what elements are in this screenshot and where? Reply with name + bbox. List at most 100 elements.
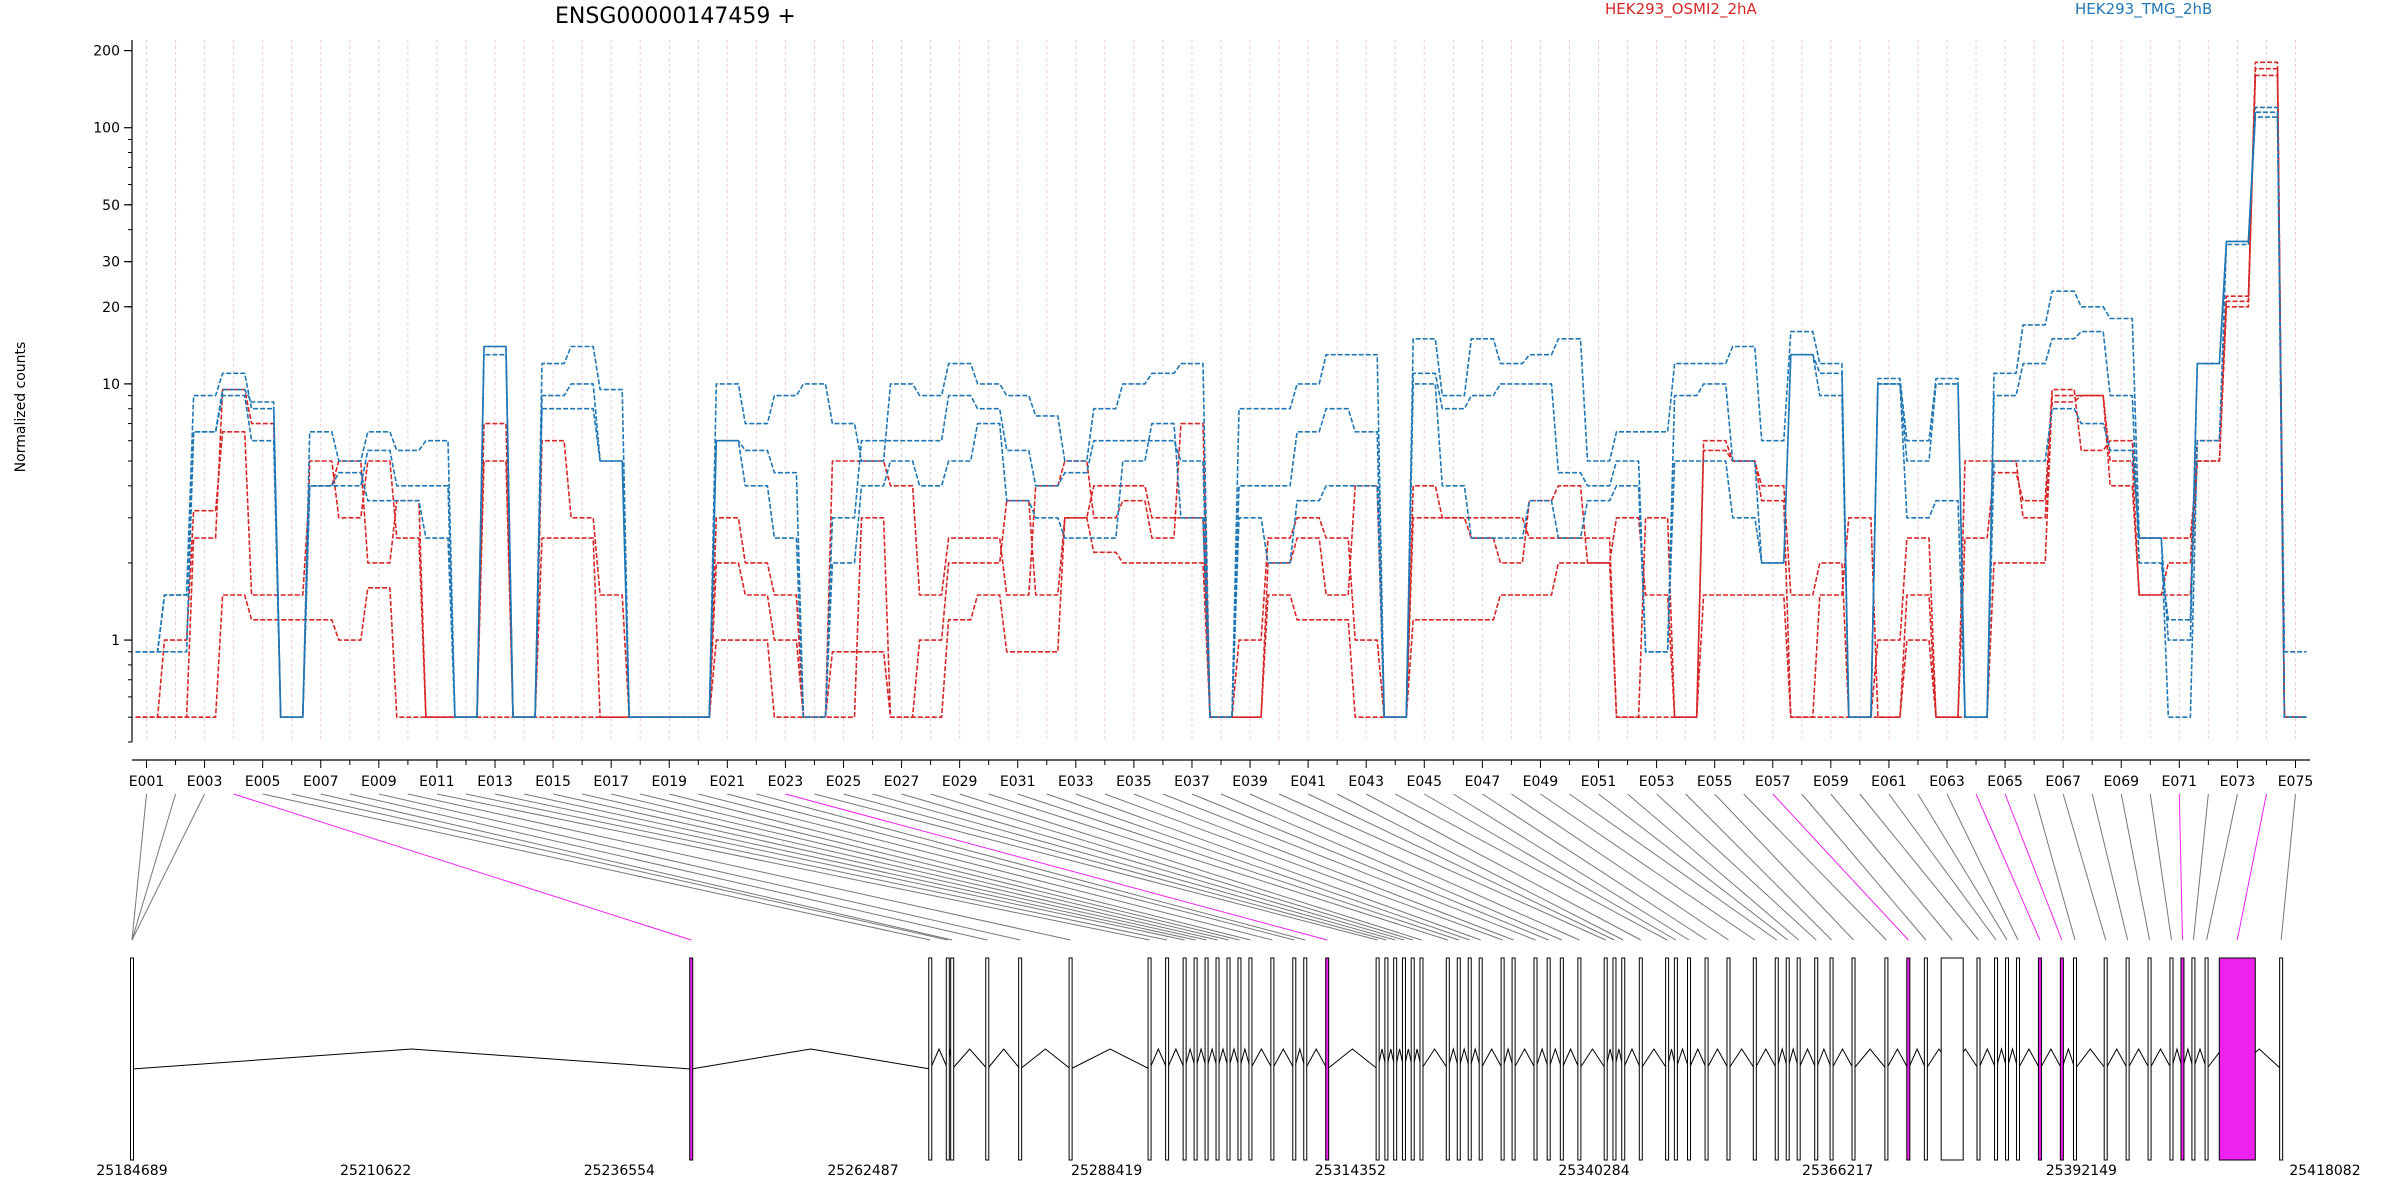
exon-box (1445, 957, 1450, 1161)
exon-connector-line (2120, 793, 2151, 941)
exon-connector-line (988, 793, 1448, 941)
exon-connector-line (2062, 793, 2107, 941)
exon-connector-line (2004, 793, 2063, 941)
x-tick-label: E075 (2278, 774, 2314, 790)
exon-connector-line (1917, 793, 2008, 941)
exon-box (1577, 957, 1582, 1161)
y-tick-label: 30 (102, 255, 120, 271)
genomic-coordinate-label: 25262487 (827, 1163, 898, 1179)
exon-connector-line (407, 793, 1071, 941)
genomic-coordinate-label: 25184689 (96, 1163, 167, 1179)
exon-connector-line (1772, 793, 1909, 941)
exon-connector-line (2280, 793, 2296, 941)
exon-connector-line (2149, 793, 2172, 941)
x-axis: E001 E003 E005 E007 E009 E011 E013 E015 E017 E019… (129, 759, 2314, 790)
x-tick-label: E067 (2045, 774, 2081, 790)
exon-connector-line (1859, 793, 1979, 941)
series-line (135, 111, 2307, 719)
genomic-coordinate-label: 25210622 (340, 1163, 411, 1179)
x-tick-label: E051 (1581, 774, 1617, 790)
exon-box (2218, 957, 2256, 1161)
y-tick-label: 20 (102, 300, 120, 316)
exon-box (1687, 957, 1692, 1161)
exon-box (928, 957, 933, 1161)
exon-connector-line (1424, 793, 1677, 941)
genomic-coordinate-label: 25418082 (2289, 1163, 2360, 1179)
exon-box (1182, 957, 1187, 1161)
y-tick-label: 200 (93, 44, 120, 60)
chart-title: ENSG00000147459 + (555, 4, 796, 29)
exon-box (1785, 957, 1790, 1161)
x-tick-label: E033 (1058, 774, 1094, 790)
exon-connector-line (640, 793, 1240, 941)
exon-connector-line (1511, 793, 1729, 941)
x-tick-label: E055 (1697, 774, 1733, 790)
exon-box (1401, 957, 1406, 1161)
exon-box (1638, 957, 1643, 1161)
exon-connector-line (131, 793, 206, 941)
x-tick-label: E065 (1987, 774, 2023, 790)
exon-box (1467, 957, 1472, 1161)
exon-box (2037, 957, 2042, 1161)
exon-box (1193, 957, 1198, 1161)
genomic-coordinate-label: 25288419 (1071, 1163, 1142, 1179)
exon-connector-line (1075, 793, 1481, 941)
exon-connector-line (320, 793, 953, 941)
x-tick-label: E021 (710, 774, 746, 790)
exon-connector-line (1104, 793, 1503, 941)
exon-box (1994, 957, 1999, 1161)
exon-connector-line (1191, 793, 1549, 941)
exon-connector-line (843, 793, 1387, 941)
exon-connector-line (1046, 793, 1470, 941)
exon-connector-line (1743, 793, 1887, 941)
y-tick-label: 50 (102, 198, 120, 214)
x-tick-label: E047 (1465, 774, 1501, 790)
exon-connector-line (552, 793, 1207, 941)
exon-connector-line (1365, 793, 1642, 941)
x-tick-label: E019 (651, 774, 687, 790)
exon-connector-line (698, 793, 1273, 941)
exon-box (2103, 957, 2108, 1161)
exon-connector-line (872, 793, 1396, 941)
exon-box (1068, 957, 1073, 1161)
exon-box (1603, 957, 1608, 1161)
exon-connector-line (930, 793, 1413, 941)
exon-box (2005, 957, 2010, 1161)
exon-connector-line (2091, 793, 2129, 941)
y-tick-label: 100 (93, 121, 120, 137)
exon-box (1292, 957, 1297, 1161)
x-tick-label: E039 (1232, 774, 1268, 790)
x-tick-label: E005 (245, 774, 281, 790)
exon-connector-line (1220, 793, 1563, 941)
x-tick-label: E003 (187, 774, 223, 790)
exon-connector-line (1830, 793, 1953, 941)
exon-box (1546, 957, 1551, 1161)
exon-connector-line (1162, 793, 1536, 941)
gene-model (130, 957, 2284, 1161)
x-tick-label: E041 (1290, 774, 1326, 790)
x-tick-label: E017 (593, 774, 629, 790)
exon-connector-line (1249, 793, 1580, 941)
exon-box (1704, 957, 1709, 1161)
exon-box (2125, 957, 2130, 1161)
exon-connector-line (465, 793, 1168, 941)
exon-connector-line (349, 793, 988, 941)
exon-connector-line (1685, 793, 1832, 941)
x-tick-label: E007 (303, 774, 339, 790)
exon-connector-line (233, 793, 692, 941)
exon-connector-line (494, 793, 1185, 941)
genomic-coordinate-label: 25314352 (1315, 1163, 1386, 1179)
genomic-coordinate-label: 25340284 (1558, 1163, 1629, 1179)
exon-connector-line (901, 793, 1405, 941)
exon-connector-line (1395, 793, 1668, 941)
exon-connector-line (436, 793, 1150, 941)
exon-connector-line (669, 793, 1251, 941)
exon-box (1303, 957, 1308, 1161)
exon-connector-line (1946, 793, 2019, 941)
exon-box (1270, 957, 1275, 1161)
exon-connector-line (1336, 793, 1624, 941)
intron-line (131, 1047, 2282, 1070)
exon-connector-line (2178, 793, 2183, 941)
exon-box (950, 957, 955, 1161)
